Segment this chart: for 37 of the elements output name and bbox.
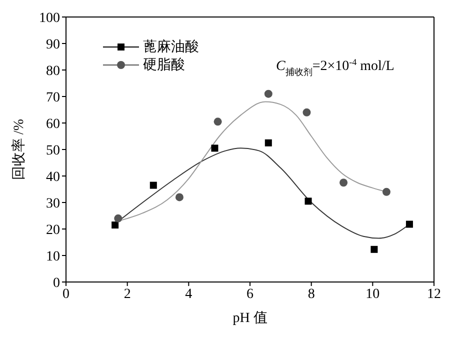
point xyxy=(406,220,413,228)
legend-label: 蓖麻油酸 xyxy=(143,38,199,56)
point xyxy=(370,246,378,253)
x-tick-label: 6 xyxy=(246,286,254,302)
y-tick-label: 100 xyxy=(39,10,60,26)
x-tick-label: 8 xyxy=(308,286,315,302)
y-tick-label: 50 xyxy=(46,143,60,158)
y-tick-label: 10 xyxy=(46,249,60,264)
y-tick-label: 60 xyxy=(46,116,60,132)
x-tick-label: 2 xyxy=(124,286,131,302)
point xyxy=(114,214,122,222)
point xyxy=(382,188,390,196)
x-axis-title: pH 值 xyxy=(232,310,268,326)
y-tick-label: 80 xyxy=(46,64,60,79)
y-tick-label: 20 xyxy=(46,222,60,238)
point xyxy=(264,139,272,146)
y-axis-title: 回收率 /% xyxy=(10,118,27,180)
x-tick-label: 12 xyxy=(427,286,441,302)
y-tick-label: 90 xyxy=(46,37,60,52)
legend-label: 硬脂酸 xyxy=(143,56,185,74)
y-tick-label: 0 xyxy=(53,276,60,291)
y-tick-label: 40 xyxy=(46,170,60,185)
point xyxy=(211,144,218,152)
x-tick-label: 4 xyxy=(185,286,192,302)
annotation: C$_{捕收剂}$=2×10$^{-4}$ mol/L xyxy=(276,57,394,77)
y-tick-label: 70 xyxy=(46,90,60,106)
point xyxy=(112,222,119,229)
point xyxy=(264,90,272,98)
x-tick-label: 10 xyxy=(366,286,380,302)
point xyxy=(175,193,184,202)
y-tick-label: 30 xyxy=(46,196,60,212)
point xyxy=(340,178,348,187)
x-tick-label: 0 xyxy=(62,286,70,302)
point xyxy=(150,182,157,189)
point xyxy=(304,198,312,205)
point xyxy=(302,108,311,116)
point xyxy=(214,118,222,126)
